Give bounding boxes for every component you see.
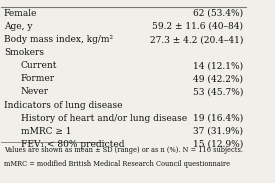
Text: Smokers: Smokers [4, 48, 44, 57]
Text: Never: Never [21, 87, 49, 96]
Text: 62 (53.4%): 62 (53.4%) [193, 9, 243, 18]
Text: mMRC ≥ 1: mMRC ≥ 1 [21, 127, 72, 136]
Text: 37 (31.9%): 37 (31.9%) [193, 127, 243, 136]
Text: Age, y: Age, y [4, 22, 32, 31]
Text: 14 (12.1%): 14 (12.1%) [193, 61, 243, 70]
Text: Current: Current [21, 61, 57, 70]
Text: Former: Former [21, 74, 55, 83]
Text: mMRC = modified British Medical Research Council questionnaire: mMRC = modified British Medical Research… [4, 160, 230, 168]
Text: Values are shown as mean ± SD (range) or as n (%). N = 116 subjects.: Values are shown as mean ± SD (range) or… [4, 145, 243, 154]
Text: 59.2 ± 11.6 (40–84): 59.2 ± 11.6 (40–84) [152, 22, 243, 31]
Text: 53 (45.7%): 53 (45.7%) [193, 87, 243, 96]
Text: Female: Female [4, 9, 37, 18]
Text: Indicators of lung disease: Indicators of lung disease [4, 101, 122, 110]
Text: 15 (12.9%): 15 (12.9%) [193, 140, 243, 149]
Text: Body mass index, kg/m²: Body mass index, kg/m² [4, 35, 113, 44]
Text: 49 (42.2%): 49 (42.2%) [193, 74, 243, 83]
Text: History of heart and/or lung disease: History of heart and/or lung disease [21, 114, 187, 123]
Text: 19 (16.4%): 19 (16.4%) [193, 114, 243, 123]
Text: FEV₁ < 80% predicted: FEV₁ < 80% predicted [21, 140, 124, 149]
Text: 27.3 ± 4.2 (20.4–41): 27.3 ± 4.2 (20.4–41) [150, 35, 243, 44]
